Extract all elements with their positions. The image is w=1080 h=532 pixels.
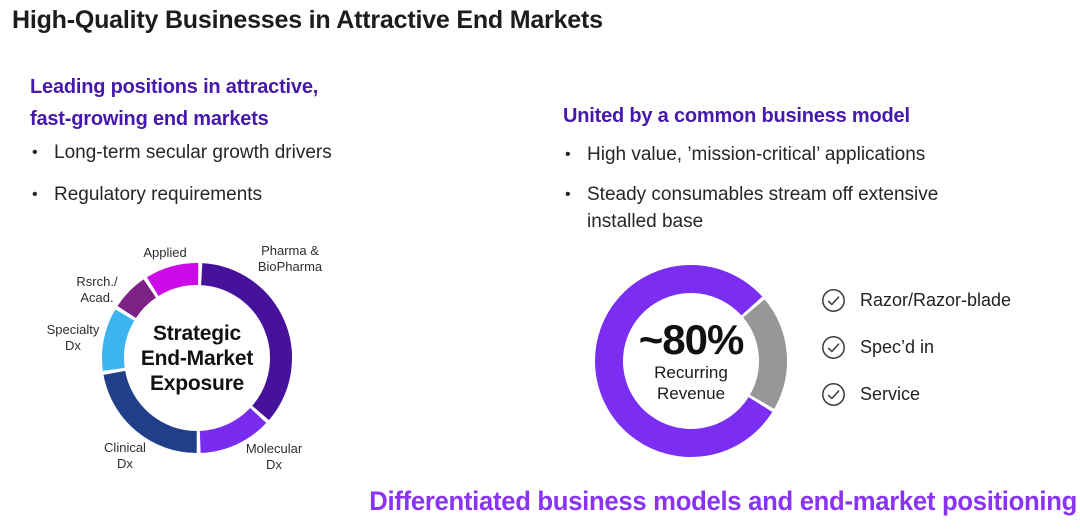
list-item: • High value, ’mission-critical’ applica… [565,141,979,168]
bullet-icon: • [565,186,571,203]
donut-segment [742,299,787,409]
bullet-text: Long-term secular growth drivers [54,142,332,163]
donut-segment [146,263,199,297]
donut-segment [199,407,267,453]
donut-segment [117,279,157,319]
checklist-label: Spec’d in [860,337,935,357]
checklist-label: Service [860,384,921,404]
right-section-heading: United by a common business model [563,105,910,127]
bullet-icon: • [32,186,38,203]
donut-segment [595,265,773,457]
donut-segment [102,309,135,371]
list-item: • Steady consumables stream off extensiv… [565,181,979,235]
check-circle-icon [822,289,845,312]
donut-label-clinical-dx: Clinical Dx [104,440,146,471]
list-item: • Regulatory requirements [32,181,332,208]
left-heading-line2: fast-growing end markets [30,108,269,130]
donut-label-molecular-dx: Molecular Dx [245,441,303,472]
check-circle-icon [822,336,845,359]
left-bullet-list: • Long-term secular growth drivers • Reg… [32,139,332,223]
donut-label-pharma-biopharma: Pharma & BioPharma [257,243,323,274]
left-section-heading: Leading positions in attractive, fast-gr… [30,71,318,135]
donut-label-specialty-dx: Specialty Dx [46,322,100,353]
list-item: • Long-term secular growth drivers [32,139,332,166]
page-title: High-Quality Businesses in Attractive En… [12,6,603,34]
list-item: Razor/Razor-blade [821,288,1011,313]
end-market-donut-chart [102,263,292,453]
right-bullet-list: • High value, ’mission-critical’ applica… [565,141,979,248]
donut-label-rsrch-acad: Rsrch./ Acad. [76,274,118,305]
bullet-icon: • [565,146,571,163]
bullet-text: High value, ’mission-critical’ applicati… [587,144,926,165]
list-item: Service [821,382,1011,407]
donut-segment [200,263,292,421]
strapline: Differentiated business models and end-m… [369,486,1077,516]
left-heading-line1: Leading positions in attractive, [30,76,319,98]
donut-label-applied: Applied [143,245,187,260]
bullet-text: Steady consumables stream off extensive … [587,184,939,232]
donut-segment [103,370,198,453]
recurring-revenue-donut-chart [595,265,787,457]
business-model-checklist: Razor/Razor-blade Spec’d in Service [821,288,1011,429]
list-item: Spec’d in [821,335,1011,360]
checklist-label: Razor/Razor-blade [860,290,1012,310]
check-circle-icon [822,383,845,406]
bullet-text: Regulatory requirements [54,184,263,205]
bullet-icon: • [32,144,38,161]
